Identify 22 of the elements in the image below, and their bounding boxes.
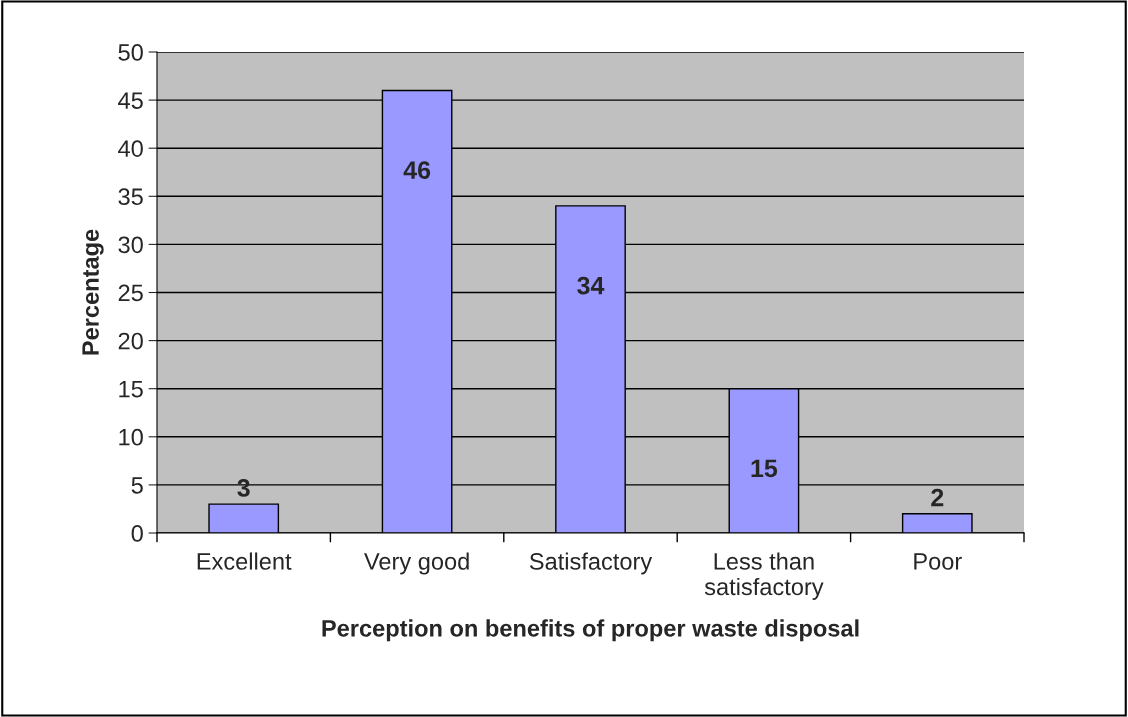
x-tick-label: Less than satisfactory [704,552,824,600]
y-tick-label: 20 [118,332,143,350]
y-tick-label: 25 [118,284,143,302]
data-label: 46 [403,161,431,179]
y-tick-label: 5 [131,477,143,494]
y-tick-label: 30 [118,236,143,254]
x-tick-label: Satisfactory [529,552,653,575]
data-label: 2 [931,488,944,507]
y-tick-label: 10 [119,428,143,446]
x-tick-label: Very good [364,552,469,575]
data-label: 15 [751,459,778,478]
y-tick-label: 40 [118,140,143,157]
x-tick-label: Poor [914,553,962,570]
y-tick-label: 45 [118,92,143,109]
y-tick-label: 15 [119,381,143,398]
y-axis-title: Percentage [82,229,104,355]
y-tick-label: 35 [118,188,143,206]
y-tick-label: 0 [131,525,143,542]
x-tick-label: Excellent [197,552,292,570]
y-tick-label: 50 [118,44,143,61]
x-axis-title: Perception on benefits of proper waste disposal [322,619,859,642]
data-label: 34 [577,276,605,295]
